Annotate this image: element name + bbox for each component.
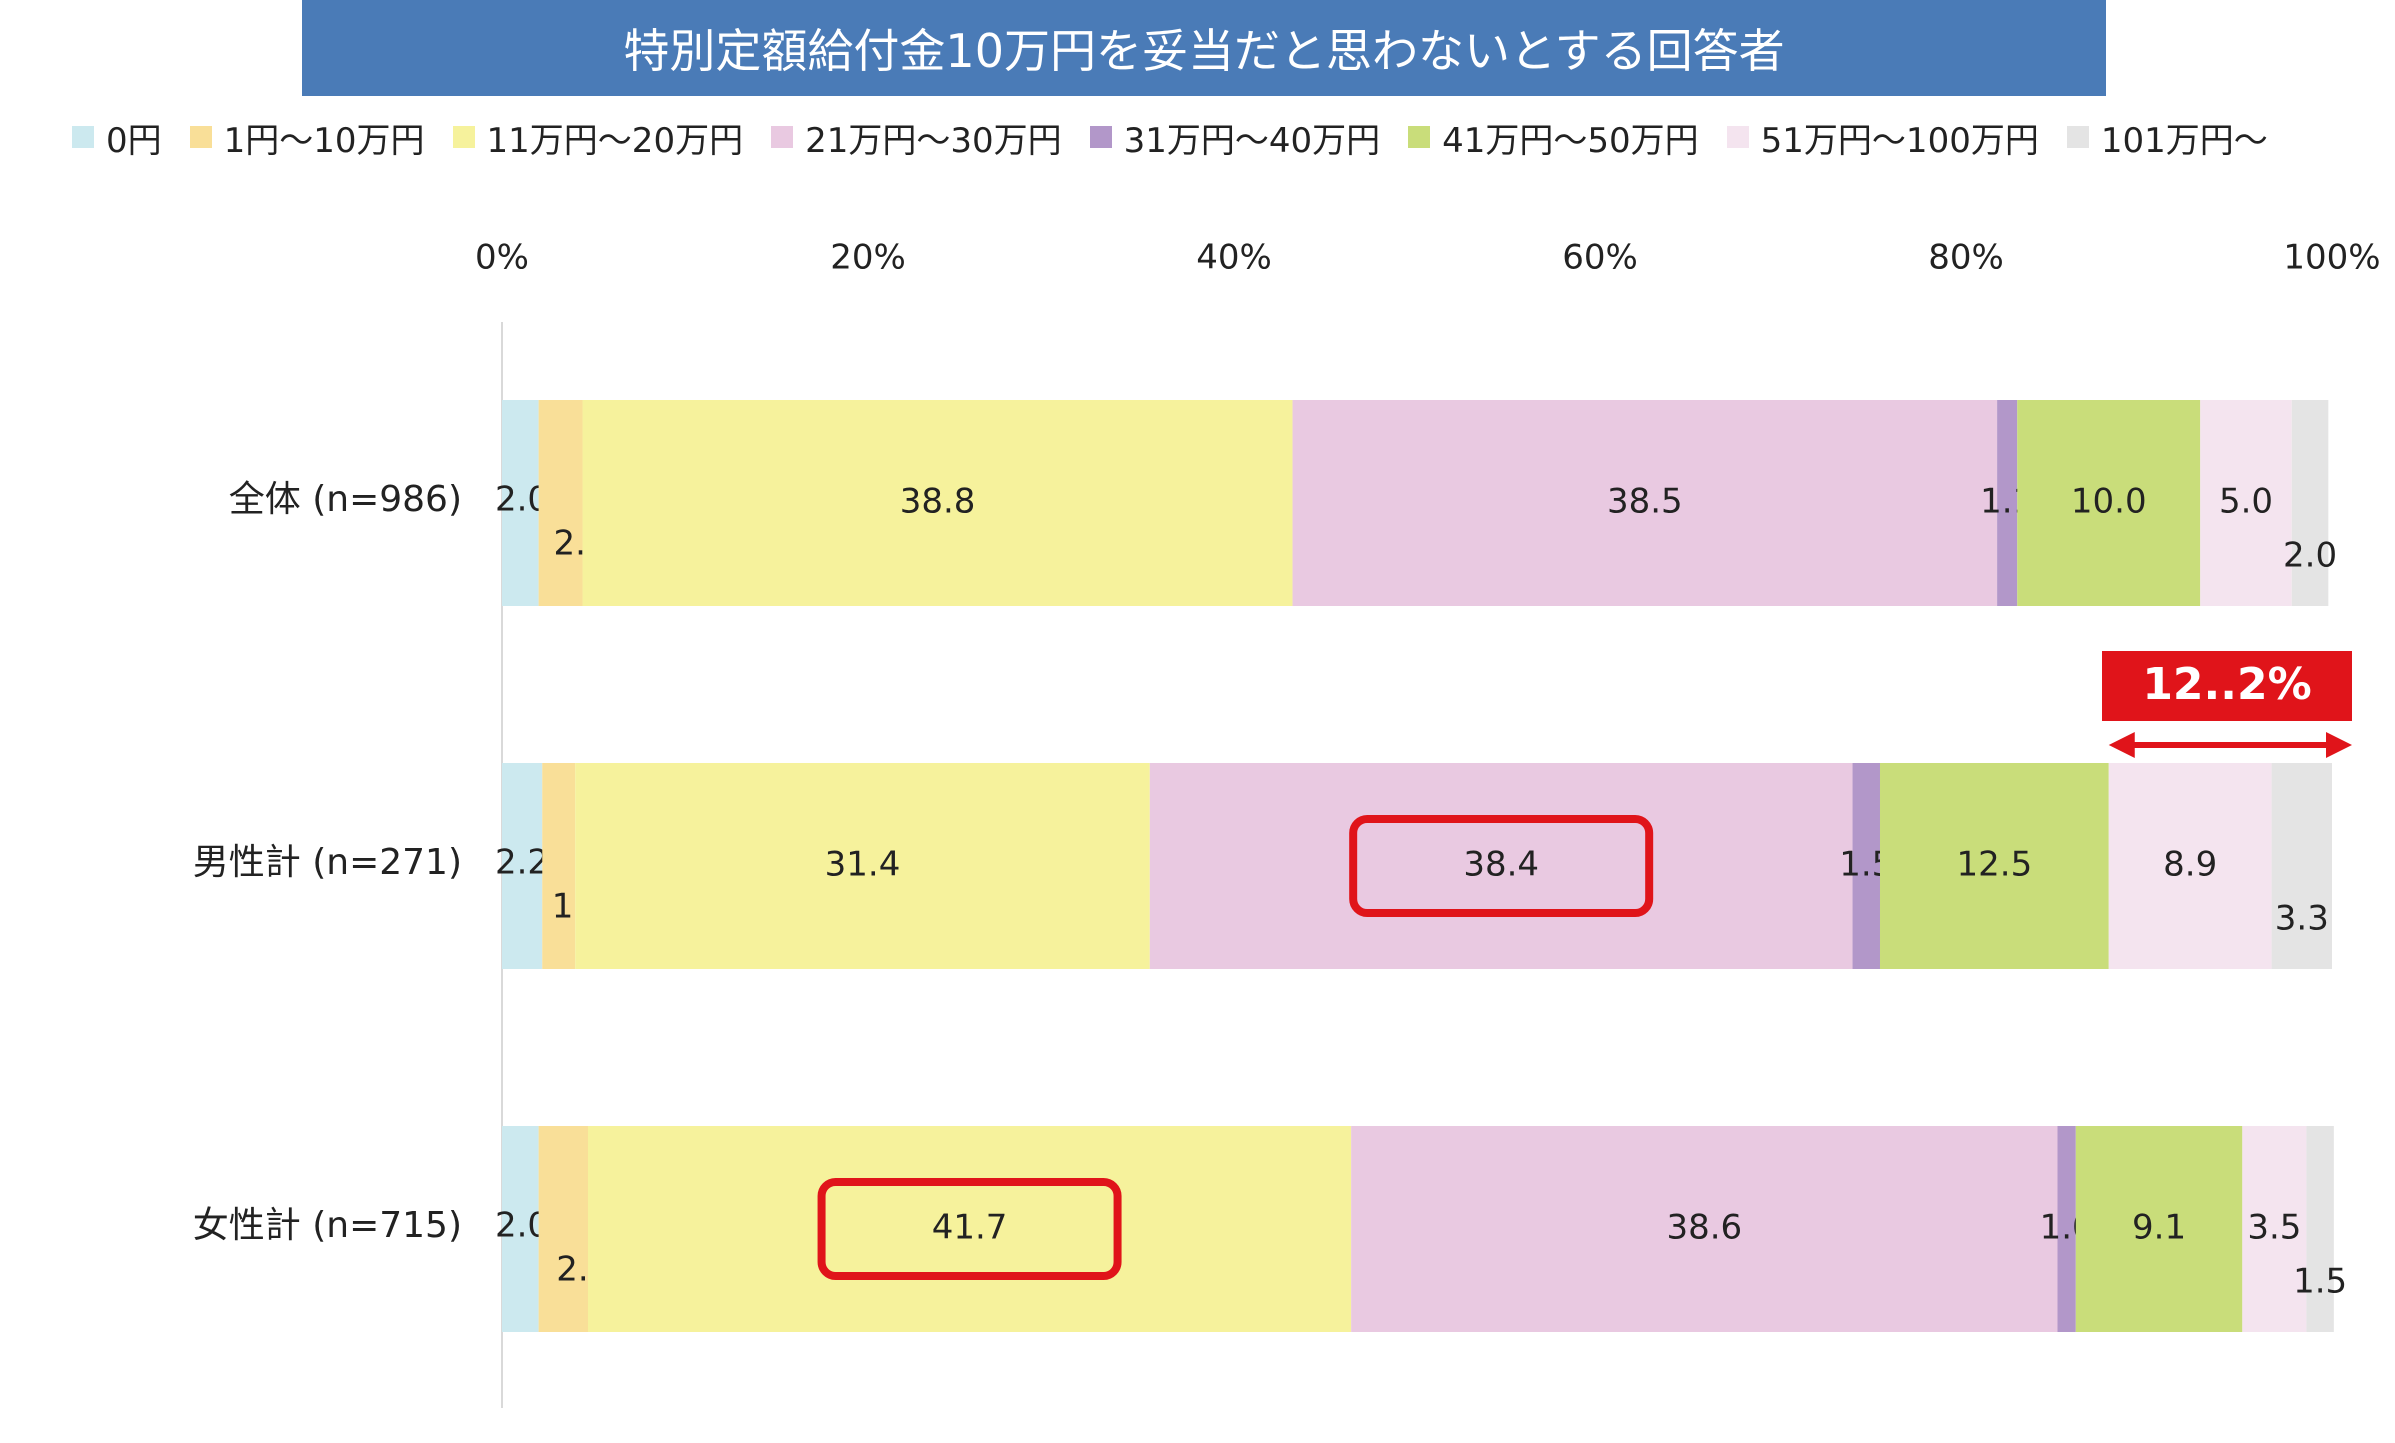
legend-label: 101万円～ xyxy=(2100,120,2268,161)
bar-segment xyxy=(502,763,543,969)
legend-label: 41万円～50万円 xyxy=(1442,120,1699,161)
data-label: 10.0 xyxy=(2071,482,2147,522)
data-label: 9.1 xyxy=(2132,1208,2186,1248)
legend-item: 101万円～ xyxy=(2066,113,2268,162)
x-tick-label: 40% xyxy=(1196,238,1272,278)
data-label: 8.9 xyxy=(2163,845,2217,885)
category-label: 全体 (n=986) xyxy=(229,479,462,520)
legend-item: 11万円～20万円 xyxy=(452,113,744,162)
legend-item: 41万円～50万円 xyxy=(1408,113,1699,162)
bar-segment xyxy=(582,400,1293,606)
legend-swatch xyxy=(452,126,475,148)
data-label: 3.5 xyxy=(2247,1208,2301,1248)
bar-segment xyxy=(2057,1126,2076,1332)
bar-segment xyxy=(538,400,583,606)
legend-swatch xyxy=(771,126,794,148)
x-tick-label: 100% xyxy=(2283,238,2380,278)
legend-swatch xyxy=(189,126,212,148)
bar-segment xyxy=(2271,763,2332,969)
bar-segment xyxy=(588,1126,1352,1332)
legend-label: 0円 xyxy=(106,120,162,161)
legend-item: 31万円～40万円 xyxy=(1089,113,1381,162)
legend-swatch xyxy=(1089,126,1112,148)
bar-segment xyxy=(2242,1126,2307,1332)
bar-segment xyxy=(1879,763,2109,969)
data-label: 2.0 xyxy=(2283,536,2337,576)
legend-label: 31万円～40万円 xyxy=(1123,120,1381,161)
legend-swatch xyxy=(1726,126,1749,148)
data-label: 5.0 xyxy=(2219,482,2273,522)
bar-segment xyxy=(2306,1126,2334,1332)
bar-segment xyxy=(2200,400,2292,606)
x-tick-label: 20% xyxy=(830,238,906,278)
legend-label: 51万円～100万円 xyxy=(1760,120,2039,161)
data-label: 1.5 xyxy=(2293,1262,2347,1302)
legend-swatch xyxy=(1408,126,1431,148)
category-label: 男性計 (n=271) xyxy=(193,842,462,883)
legend: 0円 1円～10万円 11万円～20万円 21万円～30万円 31万円～40万円 41万円… xyxy=(72,112,2296,162)
data-label: 38.8 xyxy=(900,482,976,522)
legend-swatch xyxy=(2066,126,2089,148)
annotation-box xyxy=(2102,651,2352,721)
legend-item: 0円 xyxy=(72,113,162,162)
annotation-arrowhead-right xyxy=(2326,732,2352,758)
bar-segment xyxy=(542,763,576,969)
annotation-arrowhead-left xyxy=(2108,732,2135,758)
data-label: 12.5 xyxy=(1957,845,2033,885)
bar-segment xyxy=(1149,763,1853,969)
x-tick-label: 60% xyxy=(1562,238,1638,278)
legend-item: 1円～10万円 xyxy=(189,113,425,162)
bar-segment xyxy=(1292,400,1998,606)
legend-label: 21万円～30万円 xyxy=(805,120,1062,161)
bar-segment xyxy=(502,400,539,606)
data-label: 38.4 xyxy=(1463,845,1539,885)
bar-segment xyxy=(538,1126,589,1332)
bar-segment xyxy=(2075,1126,2243,1332)
data-label: 38.6 xyxy=(1666,1208,1742,1248)
x-tick-label: 0% xyxy=(475,238,529,278)
legend-item: 51万円～100万円 xyxy=(1726,113,2039,162)
bar-segment xyxy=(1997,400,2018,606)
annotation-label: 12..2% xyxy=(2142,659,2311,710)
bar-segment xyxy=(575,763,1150,969)
bar-segment xyxy=(2017,400,2201,606)
category-label: 女性計 (n=715) xyxy=(193,1205,462,1246)
bar-segment xyxy=(1852,763,1880,969)
data-label: 38.5 xyxy=(1607,482,1683,522)
bar-segment xyxy=(1351,1126,2058,1332)
legend-label: 1円～10万円 xyxy=(223,120,425,161)
chart-title: 特別定額給付金10万円を妥当だと思わないとする回答者 xyxy=(623,24,1785,78)
data-label: 3.3 xyxy=(2275,899,2329,939)
highlight-box xyxy=(1349,815,1654,917)
legend-swatch xyxy=(72,126,94,148)
data-label: 31.4 xyxy=(825,845,901,885)
chart-title-banner: 特別定額給付金10万円を妥当だと思わないとする回答者 xyxy=(302,0,2106,96)
x-tick-label: 80% xyxy=(1928,238,2004,278)
bar-segment xyxy=(2291,400,2329,606)
legend-item: 21万円～30万円 xyxy=(771,113,1062,162)
legend-label: 11万円～20万円 xyxy=(486,120,744,161)
data-label: 2.2 xyxy=(495,843,549,883)
data-label: 41.7 xyxy=(932,1208,1008,1248)
bar-segment xyxy=(502,1126,539,1332)
bar-segment xyxy=(2108,763,2272,969)
highlight-box xyxy=(817,1178,1122,1280)
